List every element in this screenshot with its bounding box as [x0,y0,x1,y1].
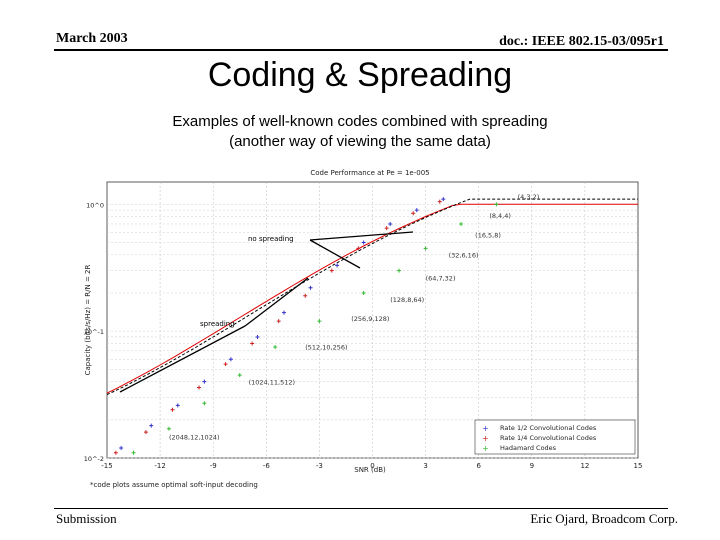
series-0-point [361,240,366,245]
chart-title: Code Performance at Pe = 1e-005 [310,169,429,177]
legend-marker-conv12: + [482,424,489,433]
slide-title: Coding & Spreading [207,56,513,94]
y-tick-label: 10^0 [86,201,104,209]
series-1-point [411,211,416,216]
legend-label-conv14: Rate 1/4 Convolutional Codes [500,434,597,442]
x-tick-label: 9 [530,462,534,470]
code-label: (128,8,64) [390,296,424,304]
x-tick-label: 0 [370,462,374,470]
series-1-point [356,246,361,251]
code-label: (2048,12,1024) [169,433,220,441]
y-tick-label: 10^-1 [84,328,104,336]
code-label: (256,9,128) [351,315,389,323]
series-0-point [175,403,180,408]
x-tick-label: -12 [154,462,165,470]
series-1-point [437,199,442,204]
series-1-point [250,341,255,346]
series-0-point [335,263,340,268]
series-2-point [459,221,463,226]
series-0-point [308,285,313,290]
x-tick-label: 6 [476,462,481,470]
code-label: (8,4,4) [489,212,511,220]
series-1-point [143,430,148,435]
series-2-point [494,202,499,207]
code-label: (512,10,256) [305,343,347,351]
series-0-point [228,357,233,362]
x-axis-label: SNR (dB) [354,466,386,474]
legend-marker-hadamard: + [482,444,489,453]
slide-subtitle-line-1: Examples of well-known codes combined wi… [172,113,548,130]
header-date: March 2003 [56,31,128,46]
series-0-point [119,445,124,450]
capacity-curve [106,203,638,394]
chart-footnote: *code plots assume optimal soft-input de… [90,481,258,489]
annotation-arrow-no-spreading [309,231,414,241]
header-rule [54,49,668,51]
code-label: (16,5,8) [475,231,501,239]
series-0-point [149,423,154,428]
y-axis-label: Capacity (bits/s/Hz) = R/N = 2R [84,264,92,375]
code-label: (32,6,16) [449,252,479,260]
series-1-point [384,226,389,231]
series-2-point [166,426,171,431]
x-tick-label: -6 [263,462,271,470]
code-performance-chart: Code Performance at Pe = 1e-005 -15 -12 -9… [80,160,650,495]
series-1-point [170,407,175,412]
grid-lines [107,182,638,459]
x-tick-labels: -15 -12 -9 -6 -3 0 3 6 9 12 15 [101,462,642,470]
code-labels: (4,3,2) (8,4,4) (16,5,8) (32,6,16) (64,7,32)… [169,193,539,441]
legend-label-conv12: Rate 1/2 Convolutional Codes [500,424,597,432]
code-label: (1024,11,512) [249,378,295,386]
bound-curves [106,198,638,396]
x-tick-label: 12 [580,462,589,470]
header-doc-id: doc.: IEEE 802.15-03/095r1 [499,34,664,49]
series-2-point [423,246,428,251]
series-0-point [202,379,207,384]
legend-box [474,419,636,455]
series-2-point [131,450,136,455]
x-tick-label: 3 [423,462,427,470]
slide-subtitle-line-2: (another way of viewing the same data) [229,133,491,150]
series-2-point [361,290,366,295]
series-2-point [273,345,278,350]
legend: + Rate 1/2 Convolutional Codes + Rate 1/… [474,419,636,455]
legend-label-hadamard: Hadamard Codes [500,444,557,452]
series-0-point [414,208,419,213]
x-tick-label: -9 [210,462,217,470]
series-0-point [255,334,260,339]
series-1-point [223,362,228,367]
x-tick-label: 15 [634,462,643,470]
footer-rule [54,508,668,509]
x-tick-label: -3 [316,462,323,470]
bound-curve-dashed [106,198,638,396]
series-1-point [197,385,202,390]
series-1-point [113,450,118,455]
annotation-arrow-no-spreading-2 [309,239,361,269]
code-label: (4,3,2) [518,193,540,201]
series-2-point [202,401,207,406]
footer-submission: Submission [56,511,117,526]
series-2-point [237,373,242,378]
legend-marker-conv14: + [482,434,489,443]
x-tick-label: -15 [101,462,112,470]
series-0-point [441,197,446,202]
series-2-point [317,319,322,324]
series-1-point [303,293,308,298]
code-label: (64,7,32) [426,275,456,283]
annotation-arrow-spreading-2 [244,277,309,327]
series-points [113,197,499,455]
series-1-point [276,319,281,324]
y-tick-labels: 10^0 10^-1 10^-2 [84,201,104,463]
series-2-point [397,268,402,273]
series-0-point [282,310,286,315]
series-0-point [388,221,393,226]
series-1-point [329,268,334,273]
annotation-arrow-spreading [119,325,246,393]
footer-author: Eric Ojard, Broadcom Corp. [530,511,678,526]
y-tick-label: 10^-2 [84,455,104,463]
annotation-spreading: spreading [200,320,235,328]
annotation-no-spreading: no spreading [248,235,294,243]
